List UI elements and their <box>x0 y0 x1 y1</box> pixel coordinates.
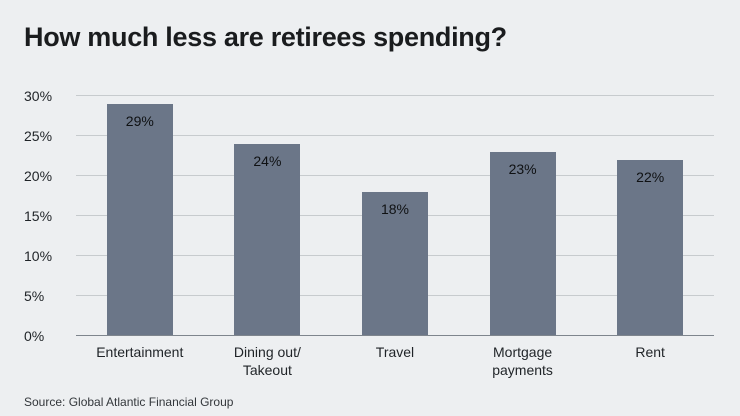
plot-area: 29% 24% 18% 23% 22% <box>76 95 714 336</box>
bar-chart: 0% 5% 10% 15% 20% 25% 30% 29% 24% 18% 23% 22% <box>24 88 716 344</box>
x-axis-line <box>76 335 714 336</box>
bar-value-label: 18% <box>380 200 409 217</box>
x-category-label: Rent <box>635 344 665 360</box>
bar-value-label: 22% <box>636 168 665 185</box>
bar: 29% <box>106 103 173 335</box>
x-category-label: Entertainment <box>96 344 184 360</box>
x-category-label: Dining out/ Takeout <box>233 344 301 379</box>
bar-slot: 23% <box>459 96 587 335</box>
bar-value-label: 23% <box>508 160 537 177</box>
bar-slot: 18% <box>331 96 459 335</box>
source-note: Source: Global Atlantic Financial Group <box>24 395 234 410</box>
gridline <box>76 135 714 136</box>
bar: 23% <box>489 151 556 335</box>
chart-title: How much less are retirees spending? <box>24 22 507 52</box>
gridline <box>76 175 714 177</box>
bar: 22% <box>617 159 684 335</box>
y-tick-label: 20% <box>24 168 53 185</box>
bar-value-label: 24% <box>253 152 282 169</box>
y-axis: 0% 5% 10% 15% 20% 25% 30% <box>24 88 74 344</box>
y-tick-label: 0% <box>24 328 45 344</box>
gridline <box>76 95 714 96</box>
y-tick-label: 30% <box>24 88 53 104</box>
x-category-label: Mortgage payments <box>492 344 553 379</box>
y-tick-label: 15% <box>24 208 53 224</box>
bar: 24% <box>234 143 301 335</box>
y-tick-label: 5% <box>24 288 45 305</box>
bars: 29% 24% 18% 23% 22% <box>76 96 714 335</box>
bar-slot: 29% <box>76 96 204 335</box>
y-tick-label: 10% <box>24 248 53 265</box>
x-axis-labels: Entertainment Dining out/ Takeout Travel Mo… <box>76 343 714 379</box>
bar-slot: 22% <box>586 96 714 335</box>
bar-value-label: 29% <box>125 112 154 129</box>
x-category-label: Travel <box>375 344 415 360</box>
bar-slot: 24% <box>204 96 332 335</box>
y-tick-label: 25% <box>24 128 53 144</box>
bar: 18% <box>361 191 428 335</box>
